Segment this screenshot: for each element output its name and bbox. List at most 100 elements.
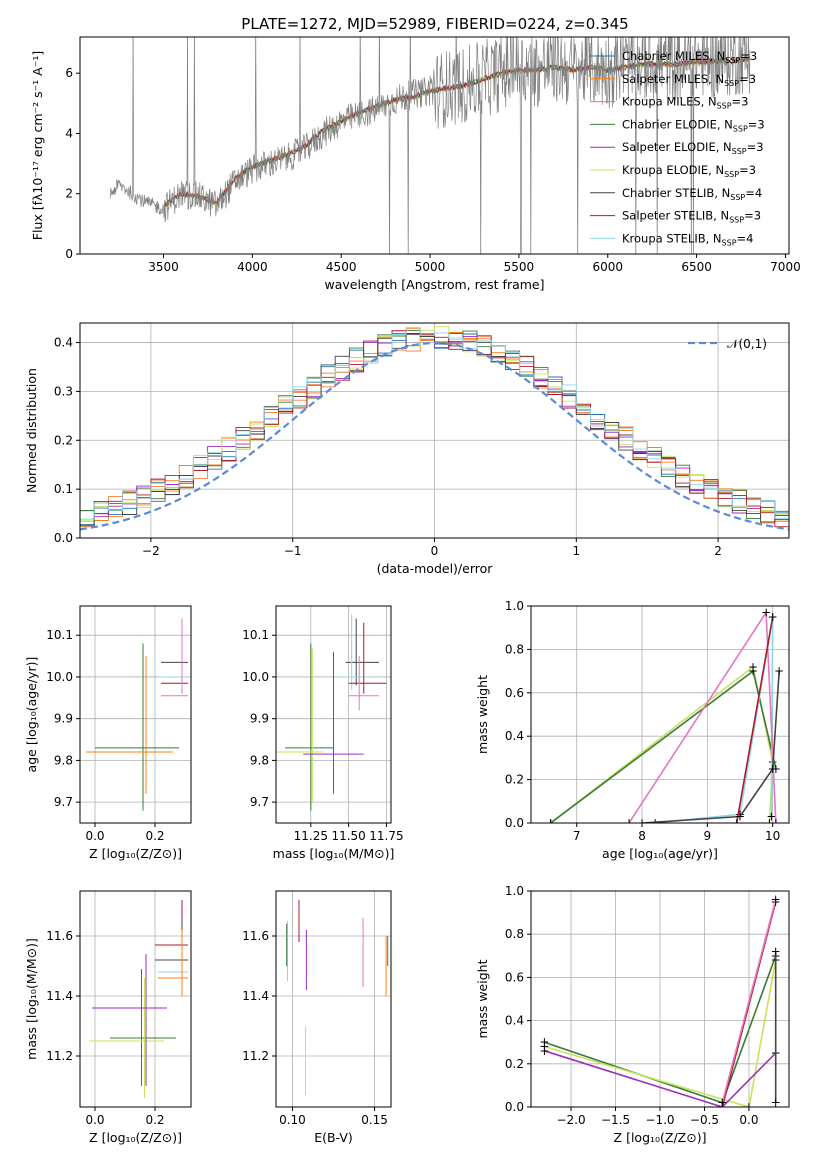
y-tick-label: 9.7 [250,795,269,809]
legend-sub: SSP [724,170,739,179]
mass-weight-marker: + [771,816,781,830]
legend-sub: SSP [722,238,737,247]
mass_vs_ebv-axes: 0.10 0.15 11.2 11.4 11.6 E(B-V) [242,891,391,1145]
spectrum-plot [109,37,751,254]
mw_vs_Z-plot: +++++++++++++++ [539,893,781,1114]
figure-title: PLATE=1272, MJD=52989, FIBERID=0224, z=0… [241,15,628,33]
legend-n: =3 [732,95,749,109]
y-tick-label: 10.0 [46,670,73,684]
mw_vs_Z-frame [530,890,790,1108]
legend-label: Chabrier MILES, NSSP=3 [622,49,757,65]
x-tick-label: 9 [704,829,712,843]
x-tick-label: 0.15 [361,1113,388,1127]
y-tick-label: 11.6 [242,929,269,943]
y-tick-label: 11.4 [242,989,269,1003]
mass_vs_ebv-frame [275,890,392,1108]
x-axis-label: mass [log₁₀(M/M⊙)] [273,846,395,861]
x-axis-label: (data-model)/error [377,561,494,576]
y-tick-label: 0.4 [505,729,524,743]
mass-weight-marker: + [761,606,771,620]
y-axis-label: Normed distribution [24,368,39,493]
mass-weight-marker: + [717,1100,727,1114]
mass-weight-marker: + [546,816,556,830]
spectrum-frame [79,36,790,255]
x-tick-label: 0.0 [85,829,104,843]
mass-weight-marker: + [539,1040,549,1054]
y-tick-label: 0 [65,247,73,261]
legend-sub: SSP [733,124,748,133]
mass-weight-marker: + [650,816,660,830]
legend-n: =3 [739,163,756,177]
residual-histogram [80,325,789,522]
mass-weight-marker: + [735,809,745,823]
mass-weight-marker: + [771,893,781,907]
legend-label: Salpeter ELODIE, NSSP=3 [622,140,764,156]
mass_vs_Z-plot [89,900,188,1098]
mass_vs_ebv-plot [286,900,389,1095]
legend-sub: SSP [717,102,732,111]
mw_vs_age-frame [530,605,790,824]
age_vs_mass-frame [275,605,392,824]
x-axis-label: E(B-V) [314,1130,353,1145]
mass-weight-marker: + [717,1096,727,1110]
x-tick-label: 0 [431,544,439,558]
mass-weight-line [721,899,777,1103]
y-tick-label: 10.1 [46,628,73,642]
legend-label: Kroupa MILES, NSSP=3 [622,95,748,111]
y-tick-label: 9.9 [54,712,73,726]
mass-weight-line [550,665,774,823]
y-tick-label: 9.7 [54,795,73,809]
y-tick-label: 0.4 [505,1014,524,1028]
mw_vs_Z-axes: −2.0 −1.5 −1.0 −0.5 0.0 0.0 0.2 0.4 0.6 0.8 1.0 Z [… [475,884,789,1145]
x-tick-label: 2 [714,544,722,558]
x-tick-label: −2.0 [556,1113,585,1127]
mass-weight-marker: + [539,1035,549,1049]
x-tick-label: 0.0 [85,1113,104,1127]
x-tick-label: 0.2 [145,1113,164,1127]
y-tick-label: 0.0 [54,531,73,545]
legend-n: =4 [737,231,754,245]
y-axis-label: mass [log₁₀(M/M⊙)] [24,938,39,1060]
x-tick-label: 6000 [592,260,623,274]
y-tick-label: 1.0 [505,884,524,898]
y-tick-label: 2 [65,187,73,201]
mass-weight-marker: + [735,807,745,821]
mass-weight-line [735,616,774,823]
x-tick-label: 4500 [326,260,357,274]
spectrum-legend: Chabrier MILES, NSSP=3 Salpeter MILES, NS… [590,49,765,247]
legend-label: Salpeter STELIB, NSSP=3 [622,209,761,225]
x-tick-label: 7000 [770,260,801,274]
y-tick-label: 0.8 [505,642,524,656]
y-tick-label: 10.1 [242,628,269,642]
legend-n: =3 [748,117,765,131]
y-tick-label: 9.8 [250,753,269,767]
y-tick-label: 0.6 [505,970,524,984]
mass-weight-marker: + [744,1100,754,1114]
x-tick-label: −2 [142,544,160,558]
x-tick-label: 10 [765,829,780,843]
y-tick-label: 0.0 [505,1100,524,1114]
mass_vs_Z-axes: 0.0 0.2 11.2 11.4 11.6 Z [log₁₀(Z/Z⊙)] mass [l… [24,891,191,1145]
y-tick-label: 6 [65,66,73,80]
mass-weight-line [641,671,780,823]
mass_vs_Z-frame [79,890,192,1108]
x-tick-label: 5000 [415,260,446,274]
legend-sub: SSP [730,193,745,202]
residual-histogram [80,330,789,528]
y-tick-label: 9.9 [250,712,269,726]
legend-sub: SSP [724,79,739,88]
mass-weight-marker: + [624,816,634,830]
mass-weight-marker: + [774,664,784,678]
legend-sub: SSP [725,56,740,65]
legend-sub: SSP [732,147,747,156]
mass-weight-marker: + [771,1096,781,1110]
legend-n: =3 [747,140,764,154]
y-tick-label: 0.4 [54,336,73,350]
x-tick-label: 11.75 [369,829,403,843]
age_vs_mass-axes: 11.25 11.50 11.75 9.7 9.8 9.9 10.0 10.1 mass [lo… [242,606,404,861]
x-tick-label: 7 [573,829,581,843]
normal-legend-label: 𝒩(0,1) [727,337,767,351]
mass-weight-marker: + [771,944,781,958]
x-tick-label: 11.50 [331,829,365,843]
